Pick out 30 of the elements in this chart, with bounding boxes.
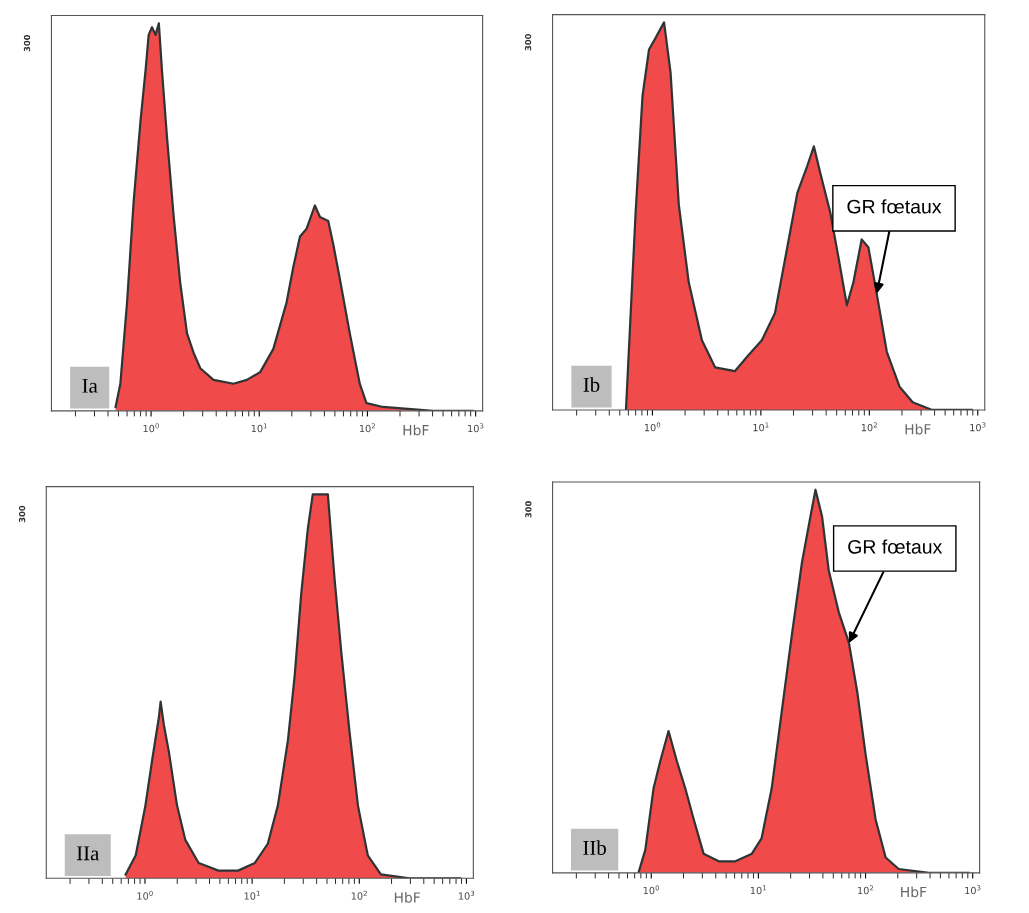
x-tick-label: 10$^{2}$ [351,890,367,900]
x-axis-title: HbF [905,423,931,435]
text: 300 [23,34,31,52]
annotation: GR fœtaux [848,539,943,554]
x-tick-label: 10$^{2}$ [359,423,375,433]
x-tick-label: 10$^{0}$ [643,885,660,895]
x-tick-label: 10$^{3}$ [970,422,986,432]
x-tick-label: 10$^{2}$ [858,885,874,895]
text: IIa [76,846,100,861]
x-tick-label: 10$^{3}$ [468,423,484,433]
x-tick-label: 10$^{2}$ [861,422,877,432]
annotation: GR fœtaux [847,199,942,214]
x-axis-title: HbF [394,892,420,903]
x-tick-label: 10$^{0}$ [644,422,661,432]
x-axis-title: HbF [403,424,429,436]
text: 300 [525,501,532,518]
x-tick-label: 10$^{1}$ [251,423,267,433]
x-tick-label: 10$^{1}$ [753,422,769,432]
text: Ia [82,378,98,393]
x-tick-label: 10$^{0}$ [143,423,159,433]
x-tick-label: 10$^{3}$ [965,885,981,895]
x-tick-label: 10$^{3}$ [458,890,475,900]
text: 300 [524,33,532,51]
x-axis-title: HbF [901,886,927,898]
x-tick-label: 10$^{1}$ [244,890,260,900]
text: Ib [583,377,600,392]
text: 300 [18,505,26,523]
text: IIb [583,840,606,855]
x-tick-label: 10$^{0}$ [137,890,153,900]
x-tick-label: 10$^{1}$ [750,885,767,895]
